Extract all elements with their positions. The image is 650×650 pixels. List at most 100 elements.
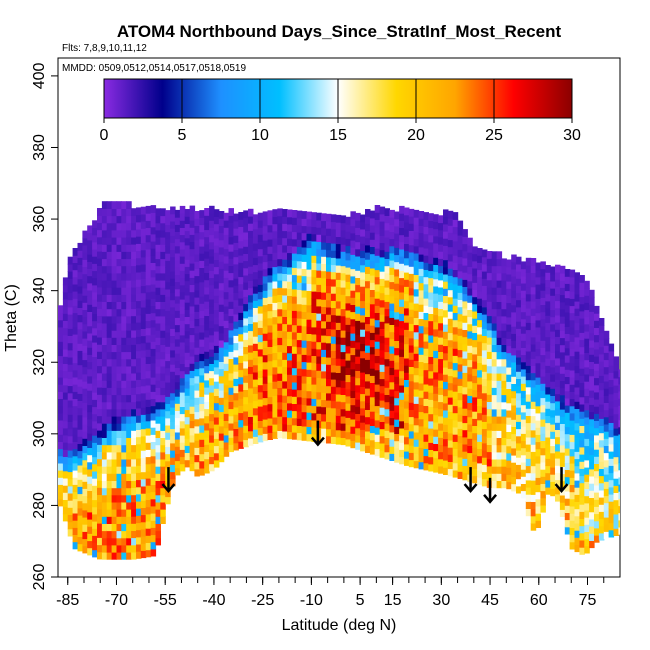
heatmap-cell bbox=[262, 311, 269, 320]
heatmap-cell bbox=[194, 225, 200, 234]
heatmap-cell bbox=[92, 549, 98, 558]
heatmap-cell bbox=[545, 308, 551, 316]
heatmap-cell bbox=[506, 417, 512, 425]
heatmap-cell bbox=[594, 427, 600, 436]
heatmap-cell bbox=[306, 412, 312, 420]
heatmap-cell bbox=[613, 370, 619, 379]
heatmap-cell bbox=[350, 354, 356, 363]
heatmap-cell bbox=[248, 294, 254, 303]
heatmap-cell bbox=[150, 470, 157, 478]
colorbar-tick-label: 15 bbox=[329, 127, 347, 144]
heatmap-cell bbox=[530, 401, 537, 409]
heatmap-cell bbox=[467, 438, 473, 446]
heatmap-cell bbox=[545, 415, 551, 424]
heatmap-cell bbox=[394, 297, 400, 306]
heatmap-cell bbox=[213, 424, 220, 432]
heatmap-cell bbox=[540, 418, 546, 427]
heatmap-cell bbox=[233, 442, 239, 451]
heatmap-cell bbox=[326, 256, 332, 265]
heatmap-cell bbox=[62, 456, 69, 465]
heatmap-cell bbox=[559, 502, 566, 510]
heatmap-cell bbox=[267, 274, 273, 283]
heatmap-cell bbox=[209, 356, 215, 364]
heatmap-cell bbox=[462, 358, 468, 366]
heatmap-cell bbox=[618, 526, 620, 535]
heatmap-cell bbox=[209, 227, 215, 236]
heatmap-cell bbox=[101, 373, 108, 381]
heatmap-cell bbox=[472, 282, 478, 290]
heatmap-cell bbox=[457, 399, 464, 408]
heatmap-cell bbox=[384, 308, 390, 317]
heatmap-cell bbox=[462, 429, 468, 438]
heatmap-cell bbox=[238, 219, 244, 227]
heatmap-cell bbox=[452, 341, 459, 349]
heatmap-cell bbox=[67, 299, 74, 308]
heatmap-cell bbox=[228, 387, 234, 395]
heatmap-cell bbox=[564, 354, 571, 363]
heatmap-cell bbox=[355, 341, 361, 350]
heatmap-cell bbox=[477, 269, 483, 278]
heatmap-cell bbox=[262, 297, 269, 306]
heatmap-cell bbox=[350, 297, 356, 305]
heatmap-cell bbox=[136, 300, 142, 309]
heatmap-cell bbox=[194, 411, 200, 420]
heatmap-cell bbox=[126, 444, 132, 453]
heatmap-cell bbox=[62, 506, 69, 515]
heatmap-cell bbox=[404, 372, 410, 380]
heatmap-cell bbox=[365, 316, 371, 325]
heatmap-cell bbox=[267, 281, 273, 290]
heatmap-cell bbox=[545, 479, 551, 488]
heatmap-cell bbox=[257, 320, 264, 328]
heatmap-cell bbox=[218, 404, 225, 413]
heatmap-cell bbox=[145, 241, 152, 250]
heatmap-cell bbox=[160, 358, 166, 367]
heatmap-cell bbox=[277, 251, 283, 260]
heatmap-cell bbox=[423, 412, 429, 421]
heatmap-cell bbox=[72, 412, 79, 421]
heatmap-cell bbox=[330, 278, 337, 287]
heatmap-cell bbox=[131, 222, 137, 231]
heatmap-cell bbox=[101, 430, 108, 438]
heatmap-cell bbox=[252, 436, 259, 444]
heatmap-cell bbox=[121, 408, 127, 417]
heatmap-cell bbox=[131, 516, 137, 524]
x-tick-label: 5 bbox=[356, 592, 365, 609]
heatmap-cell bbox=[233, 249, 239, 258]
heatmap-cell bbox=[165, 446, 171, 455]
heatmap-cell bbox=[72, 477, 79, 485]
heatmap-cell bbox=[174, 274, 181, 283]
heatmap-cell bbox=[238, 355, 244, 363]
heatmap-cell bbox=[131, 236, 137, 245]
heatmap-cell bbox=[77, 421, 83, 430]
heatmap-cell bbox=[564, 290, 571, 299]
heatmap-cell bbox=[82, 230, 88, 239]
heatmap-cell bbox=[520, 290, 527, 298]
heatmap-cell bbox=[574, 415, 580, 424]
heatmap-cell bbox=[535, 412, 541, 421]
heatmap-cell bbox=[535, 312, 541, 321]
heatmap-cell bbox=[238, 326, 244, 335]
heatmap-cell bbox=[257, 291, 264, 300]
heatmap-cell bbox=[209, 463, 215, 472]
heatmap-cell bbox=[491, 444, 498, 453]
heatmap-cell bbox=[150, 505, 157, 514]
heatmap-cell bbox=[301, 261, 308, 269]
heatmap-cell bbox=[511, 376, 517, 384]
heatmap-cell bbox=[121, 394, 127, 403]
heatmap-cell bbox=[340, 215, 347, 224]
heatmap-cell bbox=[92, 485, 98, 493]
heatmap-cell bbox=[184, 259, 191, 267]
heatmap-cell bbox=[418, 325, 425, 334]
heatmap-cell bbox=[472, 396, 478, 405]
heatmap-cell bbox=[477, 290, 483, 299]
heatmap-cell bbox=[77, 464, 83, 473]
heatmap-cell bbox=[447, 382, 454, 391]
heatmap-cell bbox=[92, 478, 98, 486]
colorbar-tick-label: 25 bbox=[485, 127, 503, 144]
heatmap-cell bbox=[345, 367, 351, 375]
heatmap-cell bbox=[111, 265, 118, 274]
heatmap-cell bbox=[374, 426, 381, 435]
heatmap-cell bbox=[613, 456, 619, 465]
heatmap-cell bbox=[131, 437, 137, 446]
heatmap-cell bbox=[433, 271, 439, 280]
